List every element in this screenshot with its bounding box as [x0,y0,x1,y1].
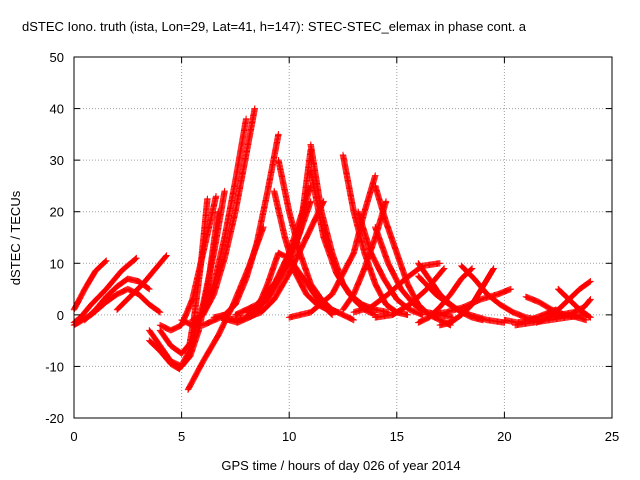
data-point [204,195,211,203]
data-point [133,254,140,262]
y-tick-label: 40 [50,102,64,117]
data-series [156,193,220,334]
data-point [221,187,228,195]
data-series [70,257,110,313]
x-tick-label: 15 [390,429,404,444]
data-point [163,252,170,259]
data-series [70,285,164,329]
y-tick-label: -10 [45,359,64,374]
x-axis-label: GPS time / hours of day 026 of year 2014 [221,458,460,473]
data-point [162,253,169,260]
data-point [145,285,152,292]
data-point [155,308,163,315]
data-series [70,254,140,326]
data-point [156,309,164,316]
data-point [251,105,258,112]
x-tick-label: 10 [282,429,296,444]
x-tick-label: 5 [178,429,185,444]
data-point [146,285,153,293]
x-tick-label: 20 [497,429,511,444]
grid [74,57,612,418]
y-tick-label: 50 [50,50,64,65]
y-tick-label: 20 [50,205,64,220]
y-tick-label: -20 [45,411,64,426]
y-tick-label: 30 [50,153,64,168]
data-point [242,115,250,123]
y-tick-label: 10 [50,256,64,271]
y-axis-label: dSTEC / TECUs [8,190,23,285]
chart-title: dSTEC Iono. truth (ista, Lon=29, Lat=41,… [22,19,527,34]
data-point [212,193,220,200]
plot-area [70,105,594,393]
data-series [189,105,258,324]
x-tick-label: 0 [70,429,77,444]
x-tick-label: 25 [605,429,619,444]
y-tick-label: 0 [57,308,64,323]
data-point [103,257,110,264]
data-point [132,255,139,263]
data-point [102,258,109,265]
